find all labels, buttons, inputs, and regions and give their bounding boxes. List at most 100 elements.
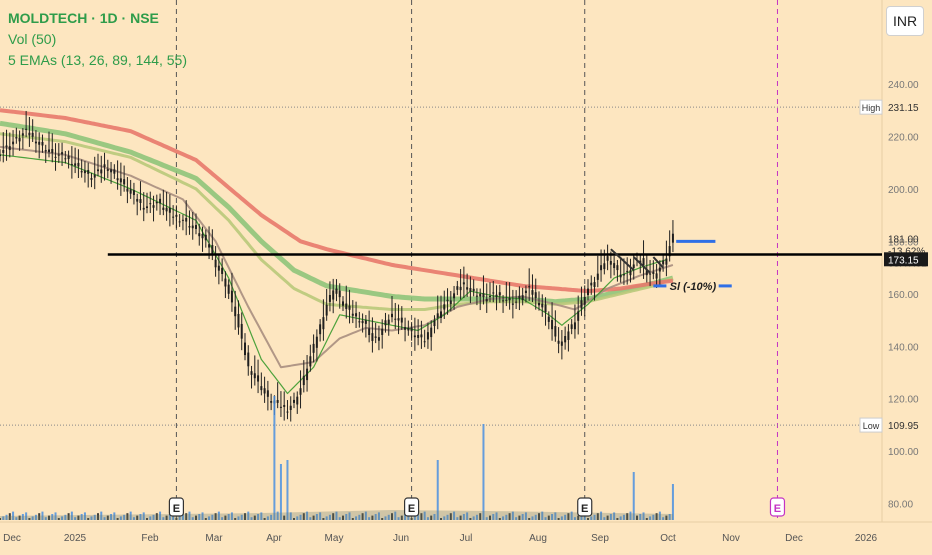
candle-body [214, 259, 217, 268]
candle-body [587, 288, 589, 296]
volume-bar [34, 514, 37, 520]
candle-body [348, 305, 351, 310]
candle-body [293, 399, 295, 403]
symbol-title[interactable]: MOLDTECH · 1D · NSE [8, 10, 159, 26]
candle-body [257, 375, 260, 382]
volume-bar [2, 516, 5, 520]
volume-bar [603, 517, 606, 520]
candle-body [426, 332, 429, 340]
volume-bar [528, 518, 531, 520]
volume-bar [436, 460, 439, 520]
candle-body [44, 150, 47, 152]
candle-body [100, 169, 103, 174]
volume-bar [495, 512, 498, 520]
volume-bar [315, 514, 318, 520]
volume-bar [270, 514, 273, 520]
volume-bar [544, 517, 547, 520]
volume-bar [394, 511, 397, 520]
candle-body [596, 273, 599, 280]
candle-body [253, 373, 256, 379]
y-tick-label: 140.00 [888, 342, 919, 353]
candle-body [423, 341, 426, 343]
volume-bar [224, 515, 227, 520]
volume-bar [358, 514, 361, 520]
volume-bar [475, 514, 478, 520]
candle-body [181, 219, 184, 221]
volume-bar [515, 517, 518, 520]
volume-bar [74, 517, 77, 520]
candle-body [283, 405, 286, 407]
candle-body [528, 286, 531, 288]
volume-bar [97, 513, 99, 520]
volume-indicator-label[interactable]: Vol (50) [8, 31, 57, 47]
candle-body [260, 386, 263, 391]
candle-body [551, 320, 554, 330]
candle-body [93, 174, 96, 178]
chart-legend: MOLDTECH · 1D · NSE Vol (50) 5 EMAs (13,… [8, 8, 187, 71]
volume-bar [162, 517, 165, 520]
candle-body [211, 244, 214, 255]
candle-body [668, 246, 671, 257]
x-tick-label: 2026 [855, 533, 878, 544]
volume-bar [616, 518, 619, 520]
volume-bar [51, 514, 54, 520]
candle-body [136, 198, 139, 202]
candle-body [547, 316, 550, 322]
volume-bar [626, 513, 629, 520]
candle-body [165, 207, 168, 212]
volume-bar [253, 515, 256, 520]
candle-body [443, 304, 446, 310]
candle-body [119, 178, 122, 183]
candle-body [364, 320, 367, 324]
candle-body [146, 206, 148, 209]
volume-bar [430, 515, 433, 520]
candle-body [466, 287, 469, 290]
high-label: High [862, 103, 881, 113]
candle-body [48, 149, 50, 153]
earnings-marker [577, 497, 593, 517]
candle-body [469, 288, 472, 292]
low-label: Low [863, 421, 880, 431]
candle-body [263, 388, 266, 394]
volume-bar [208, 516, 211, 520]
volume-bar [299, 514, 302, 520]
currency-button[interactable]: INR [886, 6, 924, 36]
candle-body [126, 188, 129, 192]
volume-bar [185, 513, 188, 520]
candle-body [18, 137, 21, 142]
volume-bar [538, 513, 540, 520]
volume-bar [361, 513, 364, 520]
y-tick-label: 220.00 [888, 132, 919, 143]
candle-body [479, 293, 482, 297]
candle-body [64, 158, 67, 160]
volume-bar [64, 514, 67, 520]
volume-bar [433, 514, 436, 520]
candle-body [299, 388, 302, 395]
volume-bar [446, 514, 449, 520]
earnings-label: E [173, 503, 180, 515]
candle-body [456, 286, 459, 290]
candle-body [175, 214, 178, 217]
candle-body [191, 225, 194, 229]
volume-bar [188, 511, 191, 520]
volume-bar [123, 514, 126, 520]
candle-body [335, 288, 338, 294]
volume-bar [328, 514, 331, 520]
volume-bar [234, 518, 237, 520]
earnings-marker [404, 497, 420, 517]
volume-bar [201, 512, 204, 520]
x-tick-label: Apr [266, 533, 282, 544]
candle-body [116, 178, 119, 181]
x-tick-label: Aug [529, 533, 547, 544]
ema-indicator-label[interactable]: 5 EMAs (13, 26, 89, 144, 55) [8, 52, 187, 68]
volume-bar [25, 512, 28, 520]
volume-bar [404, 514, 407, 520]
x-tick-label: Jul [460, 533, 473, 544]
ema-144-line [0, 108, 674, 294]
candle-body [374, 336, 377, 338]
candle-body [626, 270, 629, 272]
volume-bar [266, 516, 269, 520]
volume-bar [195, 515, 197, 520]
candle-body [649, 273, 652, 275]
